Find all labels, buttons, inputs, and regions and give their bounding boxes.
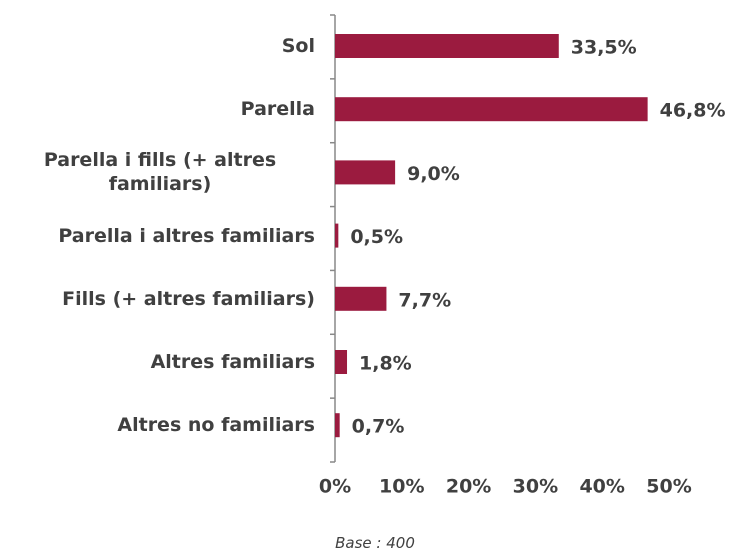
x-tick-label: 0% xyxy=(319,476,351,498)
y-tick-label: Parella xyxy=(240,98,315,121)
x-tick-label: 50% xyxy=(646,476,691,498)
y-tick-label: Fills (+ altres familiars) xyxy=(62,287,315,310)
x-tick-label: 30% xyxy=(513,476,558,498)
y-tick-label-box: Altres familiars xyxy=(5,350,315,374)
y-tick-label: Parella i altres familiars xyxy=(58,224,315,247)
y-tick-label-box: Altres no familiars xyxy=(5,413,315,437)
x-tick-label: 20% xyxy=(446,476,491,498)
value-label: 33,5% xyxy=(571,37,637,59)
value-label: 46,8% xyxy=(660,100,726,122)
bar xyxy=(335,413,340,438)
y-tick-label-box: Parella i altres familiars xyxy=(5,224,315,248)
y-tick-label: Altres no familiars xyxy=(117,414,315,437)
bar xyxy=(335,350,348,374)
value-label: 9,0% xyxy=(407,163,460,185)
value-label: 1,8% xyxy=(359,353,412,375)
y-tick-label-box: Sol xyxy=(5,34,315,58)
bar xyxy=(335,286,387,311)
x-tick-label: 40% xyxy=(579,476,624,498)
annotation: Base : 400 xyxy=(335,534,415,552)
y-tick-label-box: Parella i fills (+ altres familiars) xyxy=(5,148,315,196)
y-tick-label: Altres familiars xyxy=(150,351,315,373)
y-tick-label-box: Parella xyxy=(5,97,315,121)
bar xyxy=(335,34,559,58)
y-tick-label-box: Fills (+ altres familiars) xyxy=(5,287,315,311)
bar xyxy=(335,223,339,248)
value-label: 0,7% xyxy=(352,416,405,438)
y-tick-label: Parella i fills (+ altres familiars) xyxy=(43,149,277,196)
y-tick-label: Sol xyxy=(281,35,315,57)
value-label: 7,7% xyxy=(398,289,451,311)
bar xyxy=(335,97,648,122)
bar xyxy=(335,160,396,185)
value-label: 0,5% xyxy=(350,226,403,248)
x-tick-label: 10% xyxy=(379,476,424,498)
